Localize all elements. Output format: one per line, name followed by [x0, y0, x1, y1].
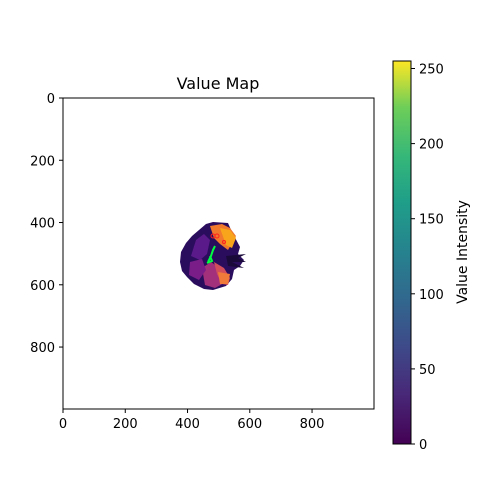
colorbar-tick-label-3: 150: [419, 213, 444, 228]
value-blob-purple: [191, 234, 210, 260]
plot-frame: [62, 97, 375, 410]
x-tick-label-2: 400: [175, 417, 200, 432]
colorbar-gradient: [392, 60, 412, 445]
x-tick-label-1: 200: [113, 417, 138, 432]
colorbar-tick-label-5: 250: [419, 63, 444, 78]
trajectory-line: [207, 245, 216, 263]
trajectory-arrow: [206, 255, 214, 264]
colorbar-label: Value Intensity: [455, 200, 471, 304]
colorbar-tick-label-1: 50: [419, 363, 436, 378]
y-tick-label-4: 800: [30, 341, 55, 356]
x-tick-label-3: 600: [237, 417, 262, 432]
y-axis: 0 200 400 600 800: [30, 92, 63, 356]
marker-c: [222, 240, 226, 244]
y-tick-label-0: 0: [47, 92, 55, 107]
y-tick-label-1: 200: [30, 154, 55, 169]
y-tick-label-3: 600: [30, 279, 55, 294]
value-region: [180, 222, 246, 290]
marker-b: [214, 233, 220, 239]
plot-area: [62, 97, 375, 410]
colorbar-ticks: 0 50 100 150 200 250: [411, 63, 444, 453]
value-blob-mid: [189, 259, 206, 280]
value-blob-orange-lower: [218, 272, 230, 284]
x-tick-label-4: 800: [300, 417, 325, 432]
chart-title: Value Map: [177, 74, 260, 93]
value-rays: [226, 254, 246, 268]
colorbar-tick-label-2: 100: [419, 288, 444, 303]
x-axis: 0 200 400 600 800: [59, 409, 325, 432]
value-blob-yellow: [220, 228, 236, 248]
colorbar-tick-label-4: 200: [419, 138, 444, 153]
x-tick-label-0: 0: [59, 417, 67, 432]
colorbar: 0 50 100 150 200 250 Value Intensity: [392, 60, 471, 453]
y-tick-label-2: 400: [30, 217, 55, 232]
colorbar-tick-label-0: 0: [419, 438, 427, 453]
